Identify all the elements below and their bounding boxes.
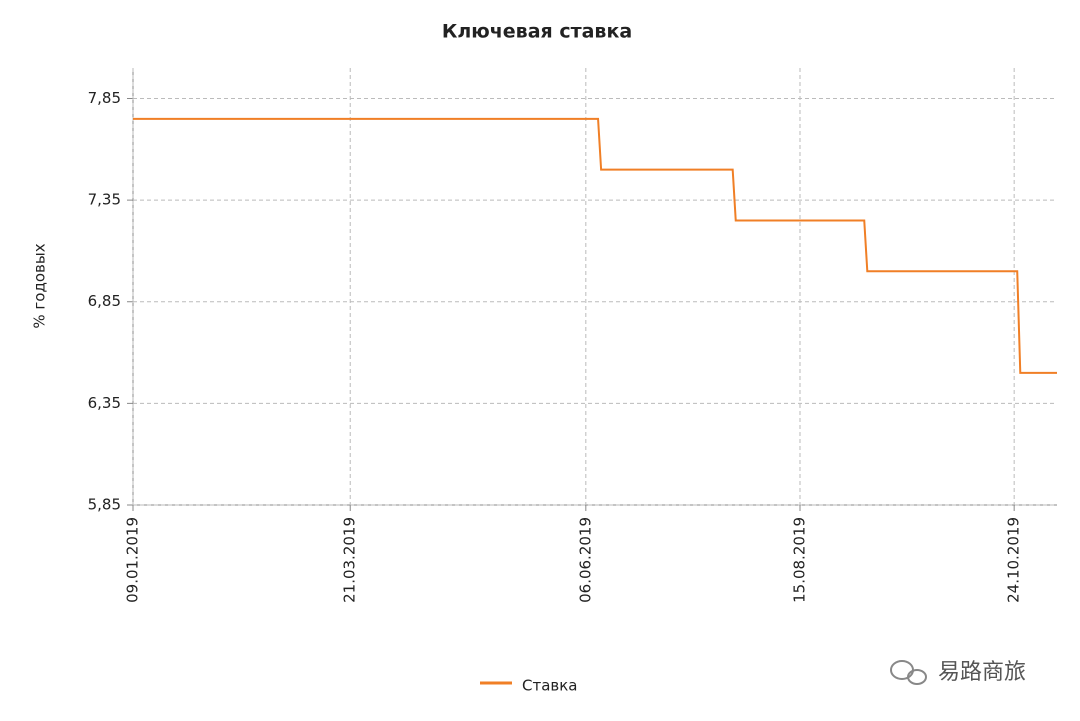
y-tick-label: 6,35 (88, 394, 121, 412)
watermark-icon (907, 669, 927, 685)
y-tick-label: 6,85 (88, 292, 121, 310)
chart-title: Ключевая ставка (442, 21, 632, 43)
x-tick-label: 21.03.2019 (341, 517, 359, 603)
watermark: 易路商旅 (890, 660, 1026, 685)
legend-label: Ставка (522, 677, 578, 695)
y-tick-label: 7,35 (88, 191, 121, 209)
line (133, 117, 1057, 374)
watermark-icon (890, 660, 914, 680)
x-tick-label: 15.08.2019 (790, 517, 808, 603)
y-axis-label: % годовых (31, 243, 49, 328)
y-tick-label: 7,85 (88, 89, 121, 107)
x-tick-label: 24.10.2019 (1005, 517, 1023, 603)
x-tick-label: 06.06.2019 (576, 517, 594, 603)
x-tick-label: 09.01.2019 (124, 517, 142, 603)
y-tick-label: 5,85 (88, 496, 121, 514)
watermark-text: 易路商旅 (938, 660, 1026, 685)
